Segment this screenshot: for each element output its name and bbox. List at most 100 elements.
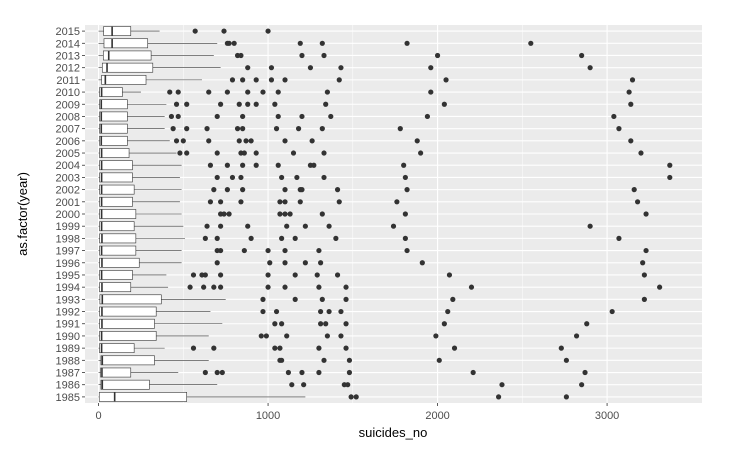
outlier-point <box>245 89 251 95</box>
box-2014 <box>98 38 534 49</box>
outlier-point <box>226 211 232 217</box>
outlier-point <box>175 89 181 95</box>
outlier-point <box>187 284 193 290</box>
outlier-point <box>282 77 288 83</box>
box-2007 <box>98 123 622 134</box>
iqr-box <box>103 38 149 49</box>
outlier-point <box>277 199 283 205</box>
outlier-point <box>275 113 281 120</box>
outlier-point <box>268 65 275 71</box>
outlier-point <box>441 321 447 327</box>
outlier-point <box>321 174 327 181</box>
outlier-point <box>336 77 342 83</box>
outlier-point <box>275 162 281 168</box>
iqr-box <box>99 135 128 146</box>
outlier-point <box>190 345 197 351</box>
outlier-point <box>226 40 232 46</box>
iqr-box <box>99 172 133 183</box>
outlier-point <box>587 223 593 229</box>
iqr-box <box>99 111 128 122</box>
outlier-point <box>282 284 288 290</box>
outlier-point <box>441 101 447 107</box>
outlier-point <box>221 28 227 34</box>
outlier-point <box>402 235 408 241</box>
x-axis-title: suicides_no <box>359 425 428 440</box>
box-2011 <box>98 74 636 85</box>
outlier-point <box>248 235 254 241</box>
box-2005 <box>98 148 644 158</box>
outlier-point <box>573 333 580 339</box>
outlier-point <box>290 150 297 156</box>
box-1988 <box>98 355 569 366</box>
outlier-point <box>218 284 224 290</box>
outlier-point <box>284 333 290 339</box>
iqr-box <box>103 26 132 36</box>
outlier-point <box>285 369 292 376</box>
outlier-point <box>240 77 246 83</box>
box-2009 <box>98 99 634 110</box>
outlier-point <box>563 394 569 400</box>
outlier-point <box>318 321 324 327</box>
y-tick-label: 2003 <box>56 172 80 184</box>
outlier-point <box>338 333 344 339</box>
box-2008 <box>98 111 617 122</box>
outlier-point <box>265 28 271 34</box>
outlier-point <box>238 199 244 205</box>
outlier-point <box>240 126 246 132</box>
outlier-point <box>424 113 431 120</box>
outlier-point <box>273 126 280 132</box>
outlier-point <box>241 247 247 254</box>
outlier-point <box>201 284 207 290</box>
x-axis-ticks: 0 1000 2000 3000 <box>95 403 619 422</box>
iqr-box <box>101 62 154 73</box>
outlier-point <box>323 101 329 107</box>
outlier-point <box>241 150 247 156</box>
outlier-point <box>318 260 324 266</box>
iqr-box <box>99 99 128 110</box>
outlier-point <box>190 272 197 278</box>
iqr-box <box>103 50 152 61</box>
outlier-point <box>394 199 400 205</box>
outlier-point <box>219 369 225 376</box>
outlier-point <box>272 321 278 327</box>
outlier-point <box>175 113 181 120</box>
outlier-point <box>443 77 449 83</box>
y-tick-label: 2014 <box>56 38 80 50</box>
x-tick-label: 2000 <box>425 410 449 422</box>
outlier-point <box>582 369 588 376</box>
outlier-point <box>221 211 227 217</box>
outlier-point <box>638 150 644 156</box>
y-tick-label: 1993 <box>56 294 80 306</box>
y-tick-label: 2001 <box>56 197 80 209</box>
y-tick-label: 2011 <box>56 75 80 87</box>
outlier-point <box>238 52 244 59</box>
outlier-point <box>579 52 585 59</box>
outlier-point <box>390 223 397 229</box>
outlier-point <box>202 272 208 278</box>
iqr-box <box>99 294 162 305</box>
outlier-point <box>641 272 647 278</box>
outlier-point <box>202 235 208 241</box>
outlier-point <box>287 211 293 217</box>
iqr-box <box>99 148 130 158</box>
outlier-point <box>346 369 353 376</box>
outlier-point <box>258 333 264 339</box>
box-1985 <box>98 392 569 402</box>
outlier-point <box>309 138 315 144</box>
box-1997 <box>98 245 649 256</box>
outlier-point <box>302 223 308 229</box>
outlier-point <box>414 138 420 144</box>
outlier-point <box>282 247 288 254</box>
outlier-point <box>229 174 236 181</box>
outlier-point <box>450 296 456 302</box>
outlier-point <box>214 150 220 156</box>
iqr-box <box>99 257 140 268</box>
iqr-box <box>99 318 155 329</box>
outlier-point <box>326 223 332 229</box>
outlier-point <box>234 126 241 132</box>
outlier-point <box>260 296 266 302</box>
x-tick-label: 0 <box>95 410 101 422</box>
outlier-point <box>319 296 325 302</box>
iqr-box <box>100 367 132 378</box>
